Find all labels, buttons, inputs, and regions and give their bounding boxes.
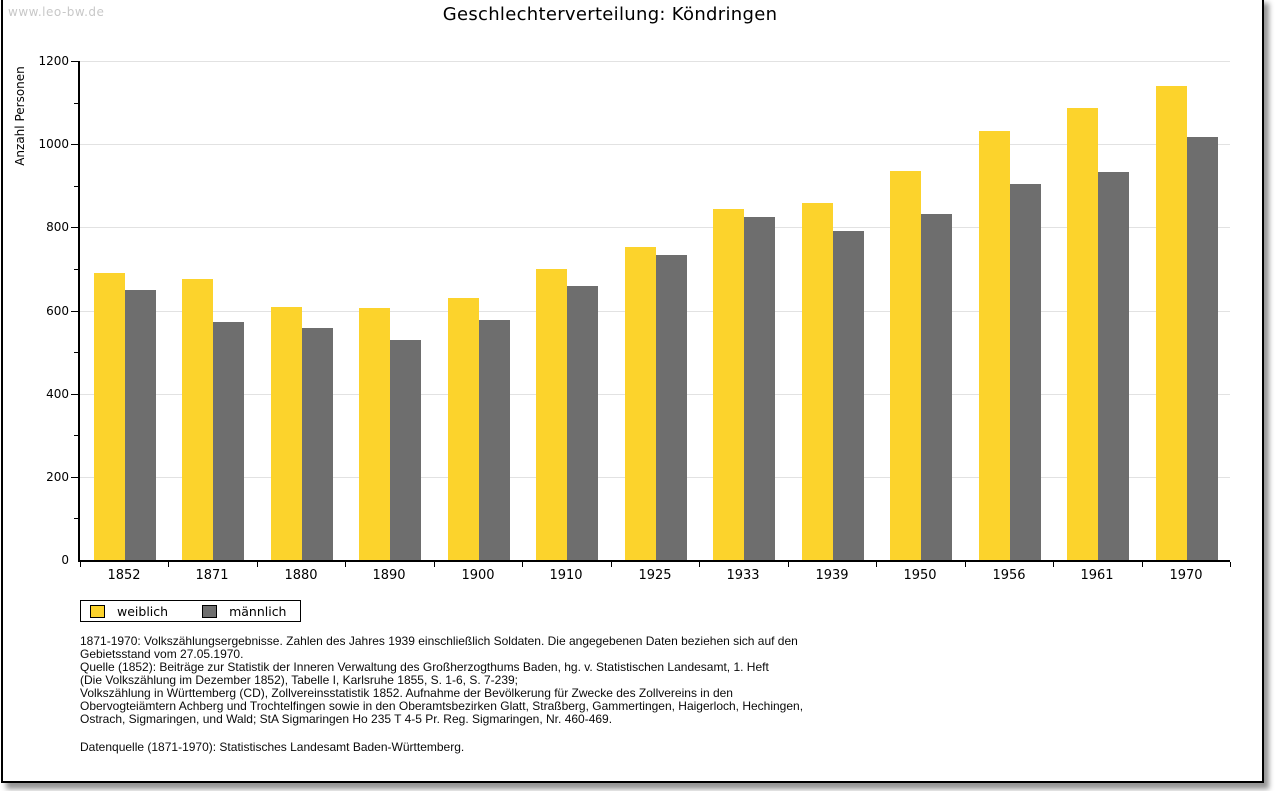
x-tick — [257, 562, 258, 567]
x-tick — [965, 562, 966, 567]
y-tick — [74, 186, 78, 187]
gridline — [80, 61, 1230, 62]
x-tick-label: 1890 — [372, 568, 406, 583]
bar-weiblich-1933 — [713, 209, 744, 560]
y-tick-label: 400 — [46, 387, 69, 401]
bar-männlich-1890 — [390, 340, 421, 560]
x-tick-label: 1961 — [1080, 568, 1114, 583]
plot-area: 0 200 400 600 800 1000 1200 1852 1871 1880 1890 190… — [38, 54, 1231, 583]
gridline — [80, 227, 1230, 228]
x-tick-label: 1910 — [549, 568, 583, 583]
y-tick — [74, 269, 78, 270]
x-tick-label: 1852 — [107, 568, 141, 583]
bar-männlich-1933 — [744, 217, 775, 560]
y-tick — [71, 144, 78, 145]
x-tick — [876, 562, 877, 567]
bar-männlich-1900 — [479, 320, 510, 560]
bar-männlich-1939 — [833, 231, 864, 560]
bar-weiblich-1910 — [536, 269, 567, 560]
chart-title: Geschlechterverteilung: Köndringen — [442, 4, 778, 25]
y-tick — [74, 435, 78, 436]
x-tick-label: 1880 — [284, 568, 318, 583]
bar-weiblich-1970 — [1156, 86, 1187, 560]
bar-männlich-1910 — [567, 286, 598, 560]
x-tick — [434, 562, 435, 567]
footnote-text: 1871-1970: Volkszählungsergebnisse. Zahl… — [80, 634, 804, 726]
watermark: www.leo-bw.de — [8, 5, 105, 19]
x-tick — [1142, 562, 1143, 567]
x-tick — [1230, 562, 1231, 567]
y-tick — [74, 518, 78, 519]
y-axis-label: Anzahl Personen — [13, 66, 27, 166]
x-tick-label: 1900 — [461, 568, 495, 583]
x-tick-label: 1933 — [726, 568, 760, 583]
y-tick — [71, 61, 78, 62]
x-tick — [522, 562, 523, 567]
bar-weiblich-1925 — [625, 247, 656, 560]
legend-swatch-maennlich — [202, 604, 218, 618]
x-tick-label: 1970 — [1169, 568, 1203, 583]
bar-männlich-1956 — [1010, 184, 1041, 560]
y-tick-label: 200 — [46, 470, 69, 484]
bar-weiblich-1890 — [359, 308, 390, 560]
bar-männlich-1852 — [125, 290, 156, 560]
bar-weiblich-1939 — [802, 203, 833, 560]
x-tick — [345, 562, 346, 567]
x-tick — [611, 562, 612, 567]
x-tick-label: 1950 — [903, 568, 937, 583]
bar-männlich-1950 — [921, 214, 952, 560]
x-tick-label: 1956 — [992, 568, 1026, 583]
legend-label-weiblich: weiblich — [117, 603, 169, 619]
bar-weiblich-1950 — [890, 171, 921, 560]
y-tick-label: 1000 — [38, 137, 69, 151]
x-tick — [788, 562, 789, 567]
y-tick — [71, 477, 78, 478]
legend: weiblich männlich — [80, 600, 302, 622]
bar-weiblich-1900 — [448, 298, 479, 560]
gridline — [80, 144, 1230, 145]
x-tick — [168, 562, 169, 567]
y-tick-label: 1200 — [38, 54, 69, 68]
legend-label-maennlich: männlich — [229, 603, 287, 619]
datenquelle-text: Datenquelle (1871-1970): Statistisches L… — [80, 740, 465, 754]
bar-weiblich-1961 — [1067, 108, 1098, 560]
bar-männlich-1880 — [302, 328, 333, 560]
bar-männlich-1970 — [1187, 137, 1218, 560]
bar-weiblich-1880 — [271, 307, 302, 560]
bar-männlich-1925 — [656, 255, 687, 560]
x-tick-label: 1939 — [815, 568, 849, 583]
y-tick — [71, 311, 78, 312]
y-tick — [71, 394, 78, 395]
bar-männlich-1871 — [213, 322, 244, 560]
x-tick — [1053, 562, 1054, 567]
y-tick-label: 0 — [61, 553, 69, 567]
y-tick — [74, 352, 78, 353]
y-tick-label: 800 — [46, 220, 69, 234]
x-tick — [80, 562, 81, 567]
x-tick-label: 1925 — [638, 568, 672, 583]
y-tick — [71, 227, 78, 228]
bar-weiblich-1852 — [94, 273, 125, 560]
bar-männlich-1961 — [1098, 172, 1129, 560]
legend-swatch-weiblich — [90, 604, 105, 618]
x-tick-label: 1871 — [195, 568, 229, 583]
x-tick — [699, 562, 700, 567]
bar-weiblich-1871 — [182, 279, 213, 560]
y-tick — [74, 103, 78, 104]
bar-weiblich-1956 — [979, 131, 1010, 560]
y-tick-label: 600 — [46, 304, 69, 318]
